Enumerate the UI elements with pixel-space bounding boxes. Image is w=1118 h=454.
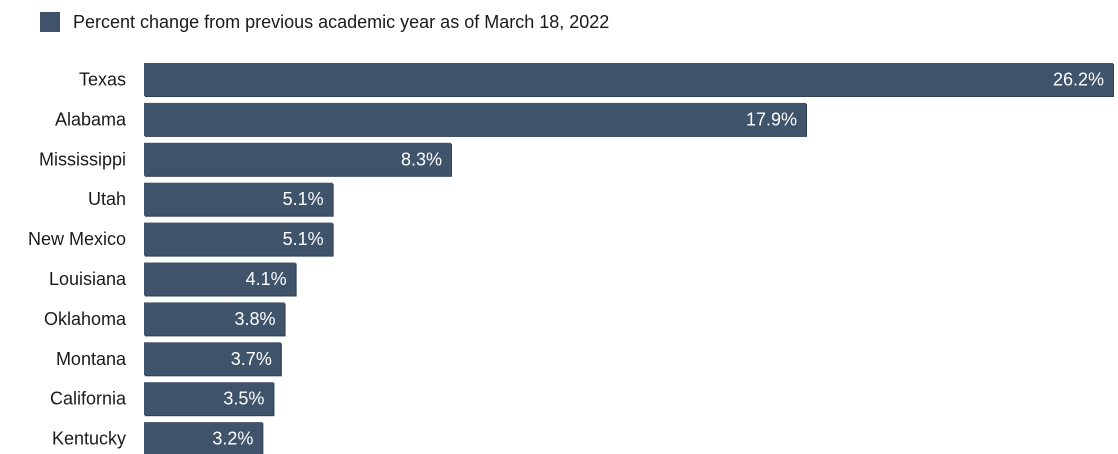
category-label-kentucky: Kentucky — [52, 429, 126, 449]
value-label-kentucky: 3.2% — [212, 429, 253, 449]
bar-montana — [144, 342, 281, 376]
legend-label: Percent change from previous academic ye… — [73, 11, 610, 32]
legend: Percent change from previous academic ye… — [40, 10, 609, 34]
value-label-mississippi: 8.3% — [401, 149, 442, 169]
category-label-montana: Montana — [56, 349, 127, 369]
bar-california — [144, 382, 274, 416]
category-label-new-mexico: New Mexico — [28, 229, 126, 249]
value-label-new-mexico: 5.1% — [283, 229, 324, 249]
bar-kentucky — [144, 422, 263, 454]
category-label-louisiana: Louisiana — [49, 269, 127, 289]
value-label-alabama: 17.9% — [746, 109, 797, 129]
bar-louisiana — [144, 262, 296, 296]
value-label-california: 3.5% — [223, 389, 264, 409]
value-label-oklahoma: 3.8% — [235, 309, 276, 329]
bar-oklahoma — [144, 302, 285, 336]
value-label-louisiana: 4.1% — [246, 269, 287, 289]
category-label-oklahoma: Oklahoma — [44, 309, 127, 329]
value-label-montana: 3.7% — [231, 349, 272, 369]
bar-new-mexico — [144, 222, 333, 256]
bar-mississippi — [144, 142, 451, 176]
legend-swatch — [40, 12, 60, 32]
bar-utah — [144, 182, 333, 216]
bar-texas — [144, 63, 1113, 96]
category-label-utah: Utah — [88, 189, 126, 209]
category-label-alabama: Alabama — [55, 109, 127, 129]
value-label-utah: 5.1% — [283, 189, 324, 209]
value-label-texas: 26.2% — [1053, 70, 1104, 90]
category-label-texas: Texas — [79, 70, 126, 90]
category-label-california: California — [50, 389, 127, 409]
category-label-mississippi: Mississippi — [39, 149, 126, 169]
bar-alabama — [144, 102, 807, 136]
